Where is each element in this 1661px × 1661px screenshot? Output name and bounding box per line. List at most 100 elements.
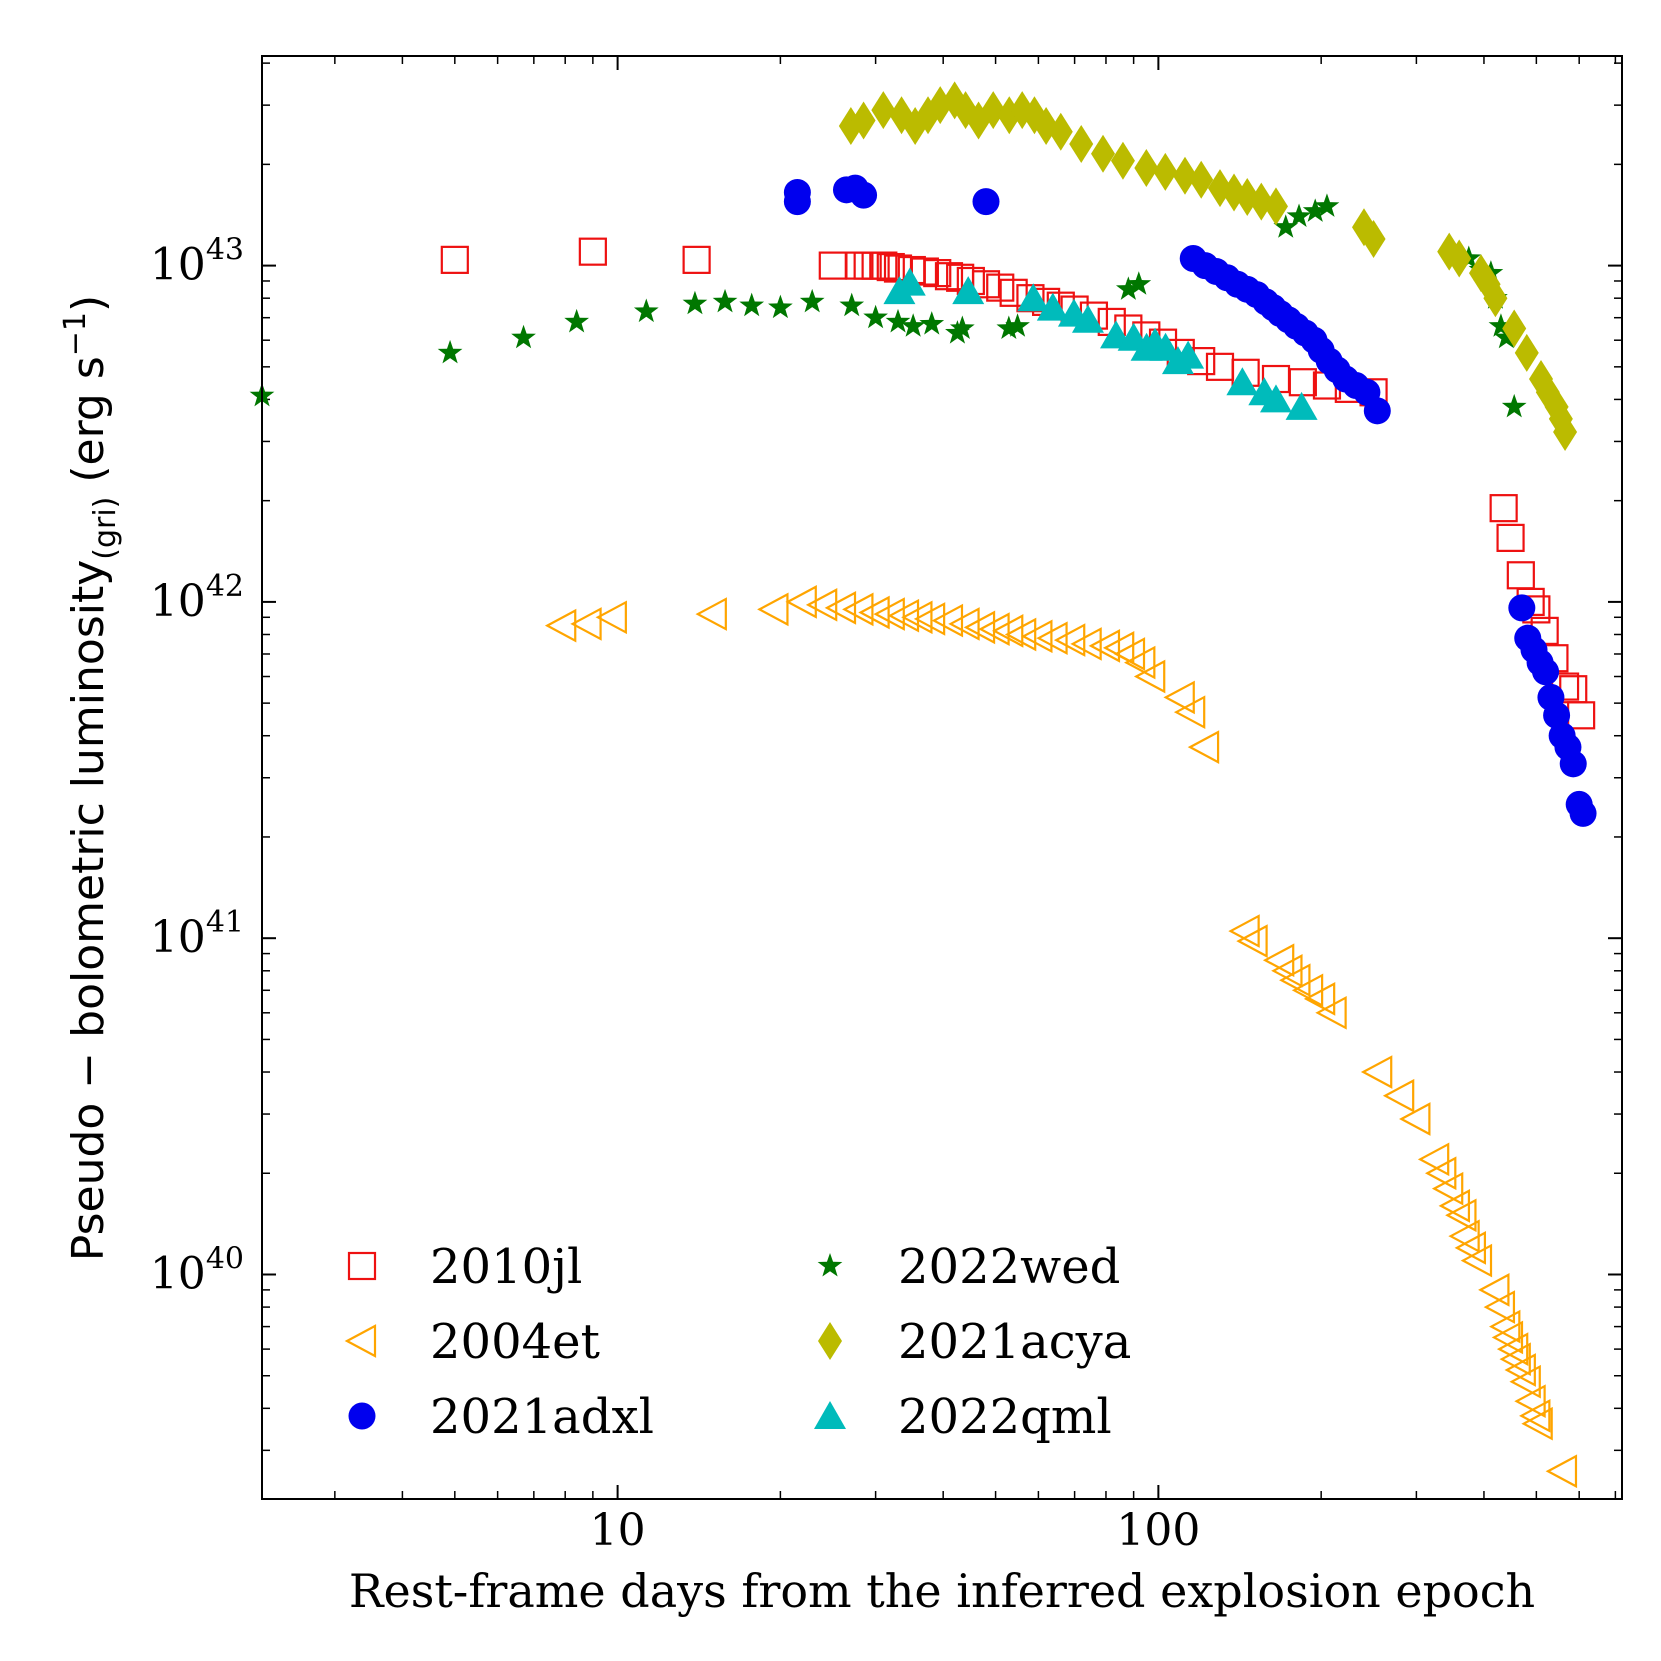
point-2022wed	[739, 292, 765, 317]
point-2021acya	[851, 101, 876, 140]
legend-label-2022qml: 2022qml	[898, 1389, 1112, 1445]
point-2021adxl	[972, 188, 1000, 216]
point-2022wed	[437, 339, 463, 364]
point-2022qml	[1036, 292, 1069, 321]
legend-marker-2022qml	[814, 1401, 846, 1429]
point-2022wed	[1501, 393, 1527, 418]
point-2022qml	[893, 267, 926, 296]
point-2004et	[1271, 953, 1303, 988]
point-2022qml	[952, 276, 985, 305]
point-2022wed	[1488, 313, 1514, 337]
point-2004et	[931, 603, 964, 638]
point-2022wed	[682, 290, 708, 315]
point-2004et	[1424, 1156, 1457, 1191]
point-2004et	[1499, 1342, 1531, 1377]
point-2004et	[1360, 1055, 1393, 1089]
point-2022qml	[1071, 304, 1104, 333]
point-2021adxl	[1508, 594, 1536, 622]
point-2004et	[1489, 1309, 1521, 1344]
point-2004et	[1382, 1078, 1415, 1113]
point-2021acya	[1172, 156, 1197, 195]
point-2022qml	[1172, 340, 1205, 369]
plot-frame	[261, 55, 1623, 1500]
y-axis-label-sub: (gri)	[88, 497, 123, 560]
point-2022wed	[799, 288, 825, 313]
point-2021acya	[1048, 112, 1073, 151]
point-2022wed	[1005, 313, 1030, 337]
point-2004et	[1133, 659, 1166, 694]
y-tick-base: 10	[150, 1248, 206, 1299]
legend-label-2010jl: 2010jl	[430, 1239, 582, 1295]
point-2021acya	[1514, 333, 1539, 372]
point-2021adxl	[783, 188, 811, 216]
point-2004et	[1478, 1273, 1510, 1307]
point-2004et	[963, 610, 996, 645]
point-2004et	[1124, 645, 1156, 680]
point-2021adxl	[1532, 658, 1560, 686]
point-2022wed	[885, 308, 911, 333]
point-2010jl	[578, 237, 607, 266]
point-2004et	[1521, 1406, 1553, 1441]
point-2004et	[570, 607, 602, 641]
point-2022wed	[1286, 203, 1312, 227]
point-2010jl	[682, 245, 711, 274]
point-2004et	[805, 588, 838, 622]
point-2004et	[1496, 1332, 1529, 1366]
point-2022wed	[1115, 276, 1141, 300]
y-tick-exp: 43	[206, 233, 244, 268]
point-2004et	[1236, 924, 1268, 958]
point-2004et	[1303, 982, 1336, 1016]
series-2021adxl	[783, 174, 1597, 827]
series-2010jl	[440, 237, 1596, 730]
point-2004et	[1004, 617, 1037, 652]
point-2004et	[1417, 1142, 1450, 1177]
point-2004et	[1514, 1384, 1546, 1419]
point-2021adxl	[1543, 701, 1571, 729]
point-2010jl	[876, 252, 905, 282]
point-2004et	[1021, 619, 1053, 654]
y-tick-label-1e40: 1040	[150, 1241, 244, 1299]
point-2022wed	[839, 292, 865, 317]
point-2010jl	[923, 258, 952, 288]
point-2022wed	[564, 308, 590, 333]
point-2004et	[1070, 627, 1102, 661]
point-2022qml	[1149, 332, 1182, 361]
series-2021acya	[838, 81, 1578, 452]
point-2022wed	[633, 298, 659, 323]
point-2022wed	[712, 288, 738, 313]
plot-area	[262, 56, 1622, 1499]
point-2022wed	[863, 304, 888, 329]
point-2004et	[873, 597, 905, 631]
point-2004et	[1545, 1454, 1578, 1489]
point-2004et	[1438, 1189, 1471, 1223]
point-2004et	[1173, 695, 1206, 730]
series-2004et	[544, 585, 1578, 1489]
point-2004et	[1187, 730, 1220, 764]
point-2021acya	[1110, 141, 1135, 180]
point-2004et	[1163, 680, 1195, 715]
point-2004et	[913, 602, 946, 636]
legend-marker-2022wed	[817, 1253, 843, 1277]
point-2004et	[1460, 1243, 1493, 1278]
point-2004et	[1088, 629, 1121, 663]
legend-label-2021adxl: 2021adxl	[430, 1389, 654, 1445]
point-2021acya	[1091, 134, 1116, 173]
point-2010jl	[1496, 523, 1525, 552]
point-2010jl	[869, 251, 898, 280]
point-2004et	[842, 592, 874, 627]
point-2004et	[1483, 1290, 1516, 1324]
point-2004et	[595, 600, 627, 635]
point-2022qml	[1017, 283, 1050, 312]
point-2021acya	[1069, 124, 1094, 163]
x-tick-label-10: 10	[590, 1505, 646, 1556]
point-2022wed	[1126, 271, 1152, 295]
point-2022qml	[1285, 391, 1318, 420]
point-2021acya	[1502, 309, 1527, 348]
point-2021adxl	[1569, 799, 1597, 827]
point-2021acya	[1361, 219, 1386, 258]
point-2010jl	[934, 262, 964, 291]
legend-label-2021acya: 2021acya	[898, 1314, 1131, 1370]
point-2022wed	[1493, 324, 1519, 349]
legend-marker-2021acya	[818, 1322, 842, 1360]
